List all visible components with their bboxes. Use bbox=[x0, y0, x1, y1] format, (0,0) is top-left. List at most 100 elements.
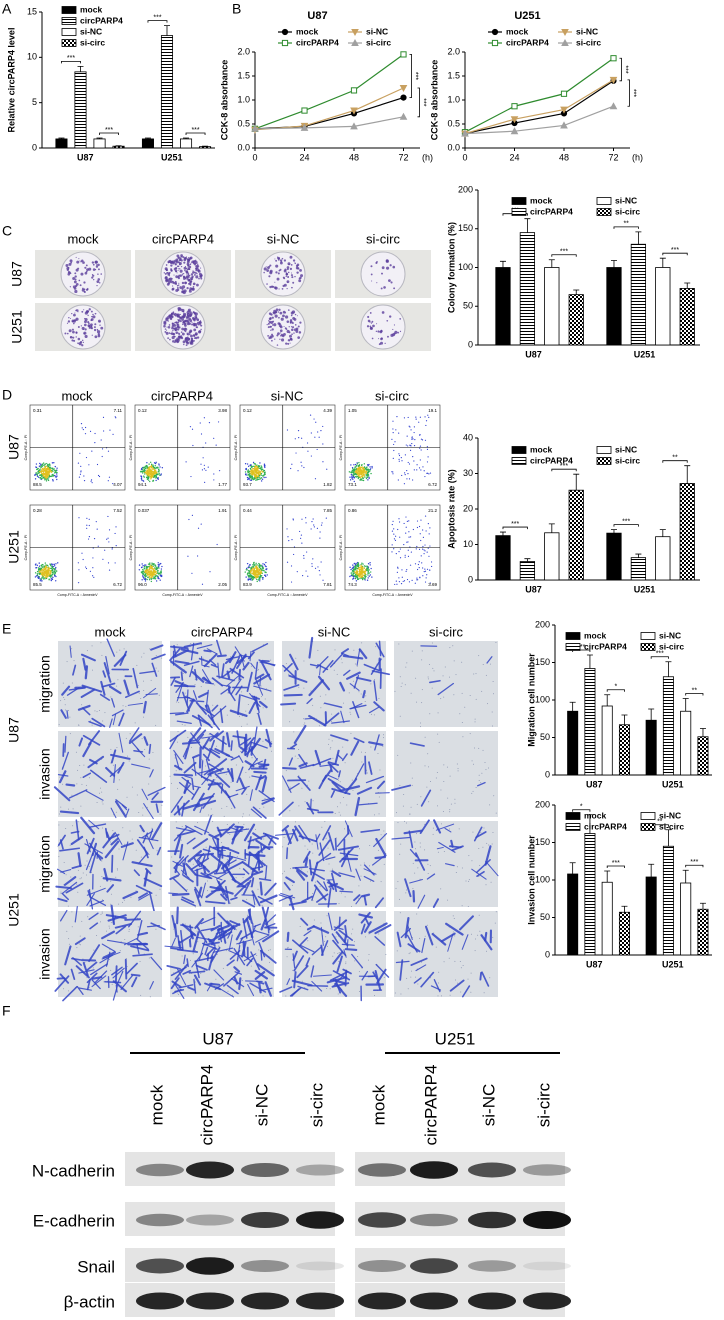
significance-label: *** bbox=[105, 127, 113, 134]
column-label: mock bbox=[61, 388, 93, 403]
colony bbox=[177, 339, 180, 342]
event bbox=[51, 575, 52, 576]
event bbox=[89, 519, 90, 520]
event bbox=[399, 537, 400, 538]
event bbox=[48, 579, 49, 580]
event bbox=[361, 562, 362, 563]
event bbox=[359, 573, 360, 574]
error-bar bbox=[700, 729, 706, 737]
event bbox=[350, 479, 351, 480]
pore bbox=[289, 721, 290, 722]
event bbox=[421, 439, 422, 440]
event bbox=[358, 562, 359, 563]
event bbox=[361, 464, 362, 465]
event bbox=[109, 570, 110, 571]
event bbox=[425, 581, 426, 582]
colony bbox=[196, 284, 199, 287]
bar bbox=[602, 706, 612, 775]
pore bbox=[181, 840, 182, 841]
cell bbox=[112, 856, 113, 872]
pore bbox=[112, 830, 113, 831]
colony bbox=[95, 269, 96, 270]
event bbox=[368, 472, 369, 473]
colony bbox=[267, 335, 269, 337]
colony bbox=[72, 329, 74, 331]
colony bbox=[183, 273, 184, 274]
pore bbox=[87, 650, 88, 651]
event bbox=[314, 526, 315, 527]
event bbox=[46, 480, 47, 481]
y-tick-label: 40 bbox=[463, 432, 473, 442]
event bbox=[354, 467, 355, 468]
colony bbox=[71, 313, 72, 314]
colony bbox=[191, 340, 194, 343]
event bbox=[148, 478, 149, 479]
colony bbox=[171, 332, 172, 333]
colony bbox=[74, 280, 77, 283]
pore bbox=[249, 777, 250, 778]
event bbox=[52, 579, 53, 580]
bar bbox=[646, 877, 656, 955]
pore bbox=[481, 691, 482, 692]
pore bbox=[402, 683, 403, 684]
colony bbox=[197, 264, 198, 265]
event bbox=[42, 570, 43, 571]
event bbox=[44, 465, 45, 466]
event bbox=[253, 478, 254, 479]
colony bbox=[269, 265, 271, 267]
pore bbox=[209, 734, 210, 735]
error-bar bbox=[611, 530, 617, 534]
event bbox=[430, 472, 431, 473]
event bbox=[254, 471, 255, 472]
event bbox=[55, 572, 56, 573]
event bbox=[362, 468, 363, 469]
significance-label: *** bbox=[612, 860, 620, 867]
colony bbox=[166, 264, 168, 266]
bar bbox=[142, 139, 153, 148]
pore bbox=[493, 681, 494, 682]
colony bbox=[378, 338, 379, 339]
point bbox=[401, 95, 406, 100]
bar bbox=[161, 36, 172, 148]
event bbox=[405, 533, 406, 534]
quadrant-value: 3.69 bbox=[428, 582, 437, 587]
colony bbox=[284, 269, 286, 271]
event bbox=[149, 564, 150, 565]
colony bbox=[77, 311, 78, 312]
quadrant-value: 7.85 bbox=[323, 508, 332, 513]
pore bbox=[337, 806, 338, 807]
event bbox=[369, 569, 370, 570]
colony bbox=[76, 283, 79, 286]
pore bbox=[245, 772, 246, 773]
event bbox=[431, 566, 432, 567]
event bbox=[45, 567, 46, 568]
pore bbox=[156, 655, 157, 656]
x-tick-label: U87 bbox=[586, 959, 603, 969]
event bbox=[204, 465, 205, 466]
pore bbox=[136, 850, 137, 851]
error-bar bbox=[621, 715, 627, 725]
pore bbox=[440, 698, 441, 699]
event bbox=[411, 439, 412, 440]
event bbox=[298, 430, 299, 431]
bar bbox=[680, 483, 694, 580]
colony bbox=[274, 338, 275, 339]
event bbox=[42, 575, 43, 576]
colony bbox=[186, 273, 187, 274]
pore bbox=[304, 723, 305, 724]
event bbox=[190, 426, 191, 427]
event bbox=[405, 557, 406, 558]
event bbox=[153, 469, 154, 470]
colony bbox=[281, 318, 284, 321]
pore bbox=[156, 895, 157, 896]
event bbox=[153, 568, 154, 569]
colony bbox=[91, 311, 93, 313]
event bbox=[89, 536, 90, 537]
legend-label: mock bbox=[584, 810, 606, 820]
colony bbox=[389, 315, 391, 317]
pore bbox=[116, 652, 117, 653]
event bbox=[42, 468, 43, 469]
event bbox=[319, 538, 320, 539]
event bbox=[147, 577, 148, 578]
event bbox=[148, 463, 149, 464]
